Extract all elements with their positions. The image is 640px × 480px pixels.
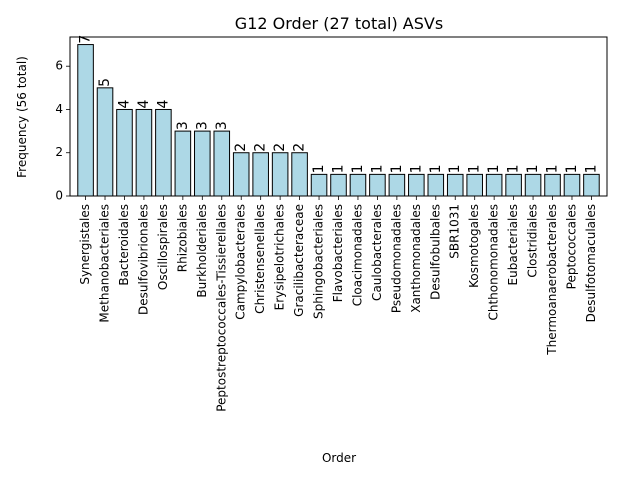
data-label: 3 <box>214 121 230 130</box>
bars-layer <box>77 44 600 197</box>
x-tick-label: Thermoanaerobacterales <box>545 204 559 356</box>
bar <box>466 173 483 197</box>
bar <box>77 44 94 197</box>
x-tick-label: Christensenellales <box>253 204 267 314</box>
x-tick-label: Cloacimonadales <box>350 204 364 306</box>
data-label: 1 <box>583 164 599 173</box>
bar <box>213 130 231 197</box>
data-label: 1 <box>545 164 561 173</box>
data-label: 1 <box>447 164 463 173</box>
data-label: 3 <box>175 121 191 130</box>
bar <box>544 173 561 197</box>
bar <box>388 173 406 197</box>
x-tick-label: Sphingobacteriales <box>312 204 326 319</box>
x-tick-label: Gracilibacteraceae <box>292 204 306 317</box>
bar <box>310 173 328 197</box>
x-tick-label: Kosmotogales <box>467 204 481 288</box>
bar <box>155 108 172 197</box>
x-tick-label: Synergistales <box>78 204 92 285</box>
x-tick-label: Rhizobiales <box>175 204 189 272</box>
data-label: 4 <box>136 99 152 108</box>
bar <box>271 152 289 197</box>
data-label: 1 <box>525 164 541 173</box>
data-label: 5 <box>97 78 113 87</box>
x-tick-label: Peptococcales <box>564 204 578 289</box>
x-axis-label: Order <box>322 451 356 465</box>
x-tick-label: Burkholderiales <box>195 204 209 298</box>
data-label: 1 <box>350 164 366 173</box>
data-label: 1 <box>564 164 580 173</box>
data-label: 1 <box>428 164 444 173</box>
x-tick-label: Desulfovibrionales <box>136 204 150 315</box>
y-axis-label: Frequency (56 total) <box>15 56 29 178</box>
x-tick-label: Desulfotomaculales <box>584 204 598 322</box>
x-tick-label: Bacteroidales <box>117 204 131 286</box>
data-label: 1 <box>408 164 424 173</box>
y-tick-label: 0 <box>55 189 63 203</box>
y-tick-label: 2 <box>55 145 63 159</box>
x-tick-label: Campylobacterales <box>234 204 248 320</box>
bar <box>485 173 503 197</box>
x-tick-label: Desulfobulbales <box>428 204 442 300</box>
plot-frame <box>69 36 608 197</box>
bar <box>252 152 269 197</box>
axes-layer: Synergistales Methanobacteriales Bacteroid… <box>55 36 608 412</box>
bar <box>427 173 445 197</box>
bar <box>330 173 347 197</box>
data-label: 1 <box>369 164 385 173</box>
bar <box>291 152 308 197</box>
data-label: 1 <box>506 164 522 173</box>
data-labels-layer: 754 4 43 3 32 2 2 21 1 1 1 1 1 1 1 1 1 1 1 1 1 1 <box>78 35 600 174</box>
x-tick-label: Clostridiales <box>526 204 540 278</box>
bar <box>174 130 192 197</box>
bar <box>96 87 114 197</box>
data-label: 3 <box>194 121 210 130</box>
x-tick-label: Caulobacterales <box>370 204 384 301</box>
data-label: 2 <box>292 143 308 152</box>
bar <box>583 173 600 197</box>
bar <box>135 108 153 197</box>
bar <box>563 173 581 197</box>
data-label: 4 <box>116 99 132 108</box>
x-tick-label: Methanobacteriales <box>98 204 112 323</box>
data-label: 2 <box>233 143 249 152</box>
x-tick-label: Peptostreptococcales-Tissierellales <box>214 204 228 412</box>
chart-title: G12 Order (27 total) ASVs <box>235 14 443 33</box>
data-label: 1 <box>467 164 483 173</box>
bar <box>369 173 386 197</box>
x-tick-label: Eubacteriales <box>506 204 520 285</box>
data-label: 7 <box>78 35 94 44</box>
data-label: 1 <box>311 164 327 173</box>
x-tick-label: Erysipelotrichales <box>273 204 287 310</box>
y-tick-label: 4 <box>55 102 63 116</box>
x-tick-label: Pseudomonadales <box>389 204 403 313</box>
bar <box>446 173 464 197</box>
x-tick-label: Oscillospirales <box>156 204 170 290</box>
bar <box>524 173 542 197</box>
y-tick-label: 6 <box>55 59 63 73</box>
x-tick-label: SBR1031 <box>448 204 462 259</box>
bar <box>349 173 367 197</box>
data-label: 1 <box>486 164 502 173</box>
bar <box>505 173 522 197</box>
bar <box>408 173 425 197</box>
data-label: 1 <box>331 164 347 173</box>
x-tick-label: Xanthomonadales <box>409 204 423 313</box>
bar <box>116 108 133 197</box>
x-tick-label: Flavobacteriales <box>331 204 345 302</box>
data-label: 2 <box>253 143 269 152</box>
bar <box>232 152 250 197</box>
data-label: 4 <box>155 99 171 108</box>
data-label: 1 <box>389 164 405 173</box>
x-tick-label: Chthonomonadales <box>487 204 501 321</box>
data-label: 2 <box>272 143 288 152</box>
bar <box>194 130 211 197</box>
